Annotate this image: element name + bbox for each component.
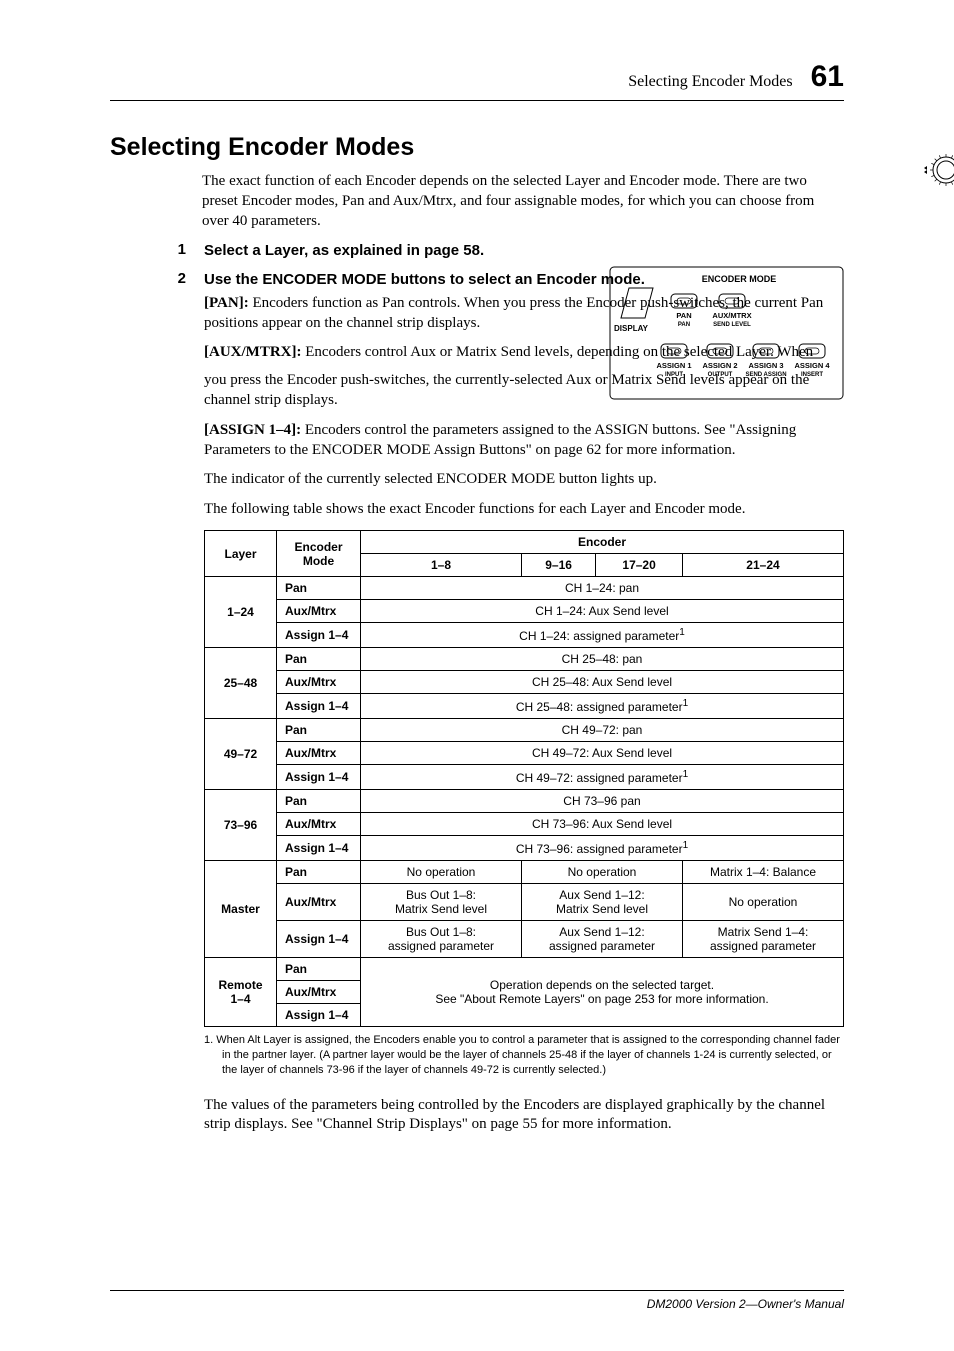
table-data-cell: CH 25–48: pan [361, 648, 844, 671]
table-mode-cell: Pan [277, 958, 361, 981]
aux-label: [AUX/MTRX]: [204, 344, 301, 360]
encoder-mode-panel-diagram: ENCODER MODE DISPLAY PAN PAN AUX/MTRX SEND … [609, 266, 844, 400]
table-layer-cell: 73–96 [205, 790, 277, 861]
header-rule [110, 100, 844, 101]
svg-text:PAN: PAN [678, 322, 690, 328]
section-title: Selecting Encoder Modes [110, 133, 844, 162]
running-head: Selecting Encoder Modes 61 [110, 60, 844, 94]
table-data-cell: Matrix Send 1–4: assigned parameter [682, 921, 843, 958]
svg-text:ASSIGN 4: ASSIGN 4 [794, 361, 830, 370]
table-mode-cell: Pan [277, 790, 361, 813]
table-data-cell: CH 1–24: assigned parameter1 [361, 623, 844, 648]
pan-label: [PAN]: [204, 295, 249, 311]
svg-text:ASSIGN 1: ASSIGN 1 [656, 361, 691, 370]
closing-paragraph: The values of the parameters being contr… [204, 1096, 844, 1136]
table-mode-cell: Aux/Mtrx [277, 884, 361, 921]
step-1-title: Select a Layer, as explained in page 58. [204, 241, 844, 261]
svg-text:OUTPUT: OUTPUT [708, 372, 733, 378]
table-data-cell: CH 25–48: Aux Send level [361, 671, 844, 694]
table-footnote: 1. When Alt Layer is assigned, the Encod… [204, 1033, 844, 1078]
th-col-3: 21–24 [682, 554, 843, 577]
step-1: 1 Select a Layer, as explained in page 5… [170, 241, 844, 261]
intro-paragraph: The exact function of each Encoder depen… [202, 172, 844, 231]
table-mode-cell: Assign 1–4 [277, 921, 361, 958]
th-encoder: Encoder [361, 531, 844, 554]
table-data-cell: CH 1–24: pan [361, 577, 844, 600]
table-mode-cell: Assign 1–4 [277, 623, 361, 648]
table-layer-cell: Master [205, 861, 277, 958]
th-col-2: 17–20 [596, 554, 683, 577]
footer-rule [110, 1290, 844, 1291]
svg-text:ASSIGN 3: ASSIGN 3 [748, 361, 783, 370]
table-mode-cell: Pan [277, 577, 361, 600]
svg-text:INSERT: INSERT [801, 372, 823, 378]
th-layer: Layer [205, 531, 277, 577]
th-col-1: 9–16 [522, 554, 596, 577]
table-mode-cell: Aux/Mtrx [277, 600, 361, 623]
table-data-cell: CH 49–72: pan [361, 719, 844, 742]
svg-text:PAN: PAN [676, 311, 691, 320]
table-data-cell: Operation depends on the selected target… [361, 958, 844, 1027]
table-data-cell: CH 73–96: Aux Send level [361, 813, 844, 836]
step-1-number: 1 [170, 241, 186, 261]
table-data-cell: CH 49–72: assigned parameter1 [361, 765, 844, 790]
table-mode-cell: Assign 1–4 [277, 694, 361, 719]
assign-label: [ASSIGN 1–4]: [204, 422, 301, 438]
table-data-cell: Matrix 1–4: Balance [682, 861, 843, 884]
table-data-cell: Bus Out 1–8: Matrix Send level [361, 884, 522, 921]
table-mode-cell: Pan [277, 648, 361, 671]
panel-display-label: DISPLAY [614, 324, 649, 333]
running-head-page: 61 [811, 60, 844, 94]
encoder-knob-icon [922, 150, 954, 190]
svg-text:ASSIGN 2: ASSIGN 2 [702, 361, 737, 370]
table-data-cell: CH 73–96: assigned parameter1 [361, 836, 844, 861]
table-data-cell: Aux Send 1–12: assigned parameter [522, 921, 683, 958]
svg-text:SEND ASSIGN: SEND ASSIGN [745, 372, 786, 378]
table-layer-cell: 25–48 [205, 648, 277, 719]
table-mode-cell: Assign 1–4 [277, 765, 361, 790]
after-p1: The indicator of the currently selected … [204, 470, 844, 490]
svg-text:AUX/MTRX: AUX/MTRX [712, 311, 751, 320]
table-data-cell: No operation [682, 884, 843, 921]
encoder-function-table: Layer Encoder Mode Encoder 1–8 9–16 17–2… [204, 530, 844, 1027]
panel-title: ENCODER MODE [702, 274, 777, 284]
table-data-cell: No operation [522, 861, 683, 884]
page-footer: DM2000 Version 2—Owner's Manual [110, 1290, 844, 1311]
footer-text: DM2000 Version 2—Owner's Manual [110, 1297, 844, 1311]
table-data-cell: CH 49–72: Aux Send level [361, 742, 844, 765]
table-data-cell: Aux Send 1–12: Matrix Send level [522, 884, 683, 921]
table-mode-cell: Aux/Mtrx [277, 742, 361, 765]
table-mode-cell: Aux/Mtrx [277, 813, 361, 836]
svg-text:INPUT: INPUT [665, 372, 683, 378]
table-mode-cell: Aux/Mtrx [277, 671, 361, 694]
table-mode-cell: Assign 1–4 [277, 1004, 361, 1027]
table-mode-cell: Assign 1–4 [277, 836, 361, 861]
table-mode-cell: Aux/Mtrx [277, 981, 361, 1004]
table-layer-cell: 1–24 [205, 577, 277, 648]
after-p2: The following table shows the exact Enco… [204, 500, 844, 520]
table-data-cell: No operation [361, 861, 522, 884]
svg-text:SEND LEVEL: SEND LEVEL [713, 322, 751, 328]
step-2: 2 Use the ENCODER MODE buttons to select… [170, 270, 844, 364]
table-data-cell: CH 73–96 pan [361, 790, 844, 813]
table-data-cell: CH 1–24: Aux Send level [361, 600, 844, 623]
step-2-assign: [ASSIGN 1–4]: Encoders control the param… [204, 421, 844, 461]
running-head-title: Selecting Encoder Modes [628, 73, 792, 91]
table-layer-cell: Remote 1–4 [205, 958, 277, 1027]
th-col-0: 1–8 [361, 554, 522, 577]
table-mode-cell: Pan [277, 861, 361, 884]
step-2-number: 2 [170, 270, 186, 364]
table-mode-cell: Pan [277, 719, 361, 742]
table-layer-cell: 49–72 [205, 719, 277, 790]
th-encoder-mode: Encoder Mode [277, 531, 361, 577]
table-data-cell: CH 25–48: assigned parameter1 [361, 694, 844, 719]
table-data-cell: Bus Out 1–8: assigned parameter [361, 921, 522, 958]
